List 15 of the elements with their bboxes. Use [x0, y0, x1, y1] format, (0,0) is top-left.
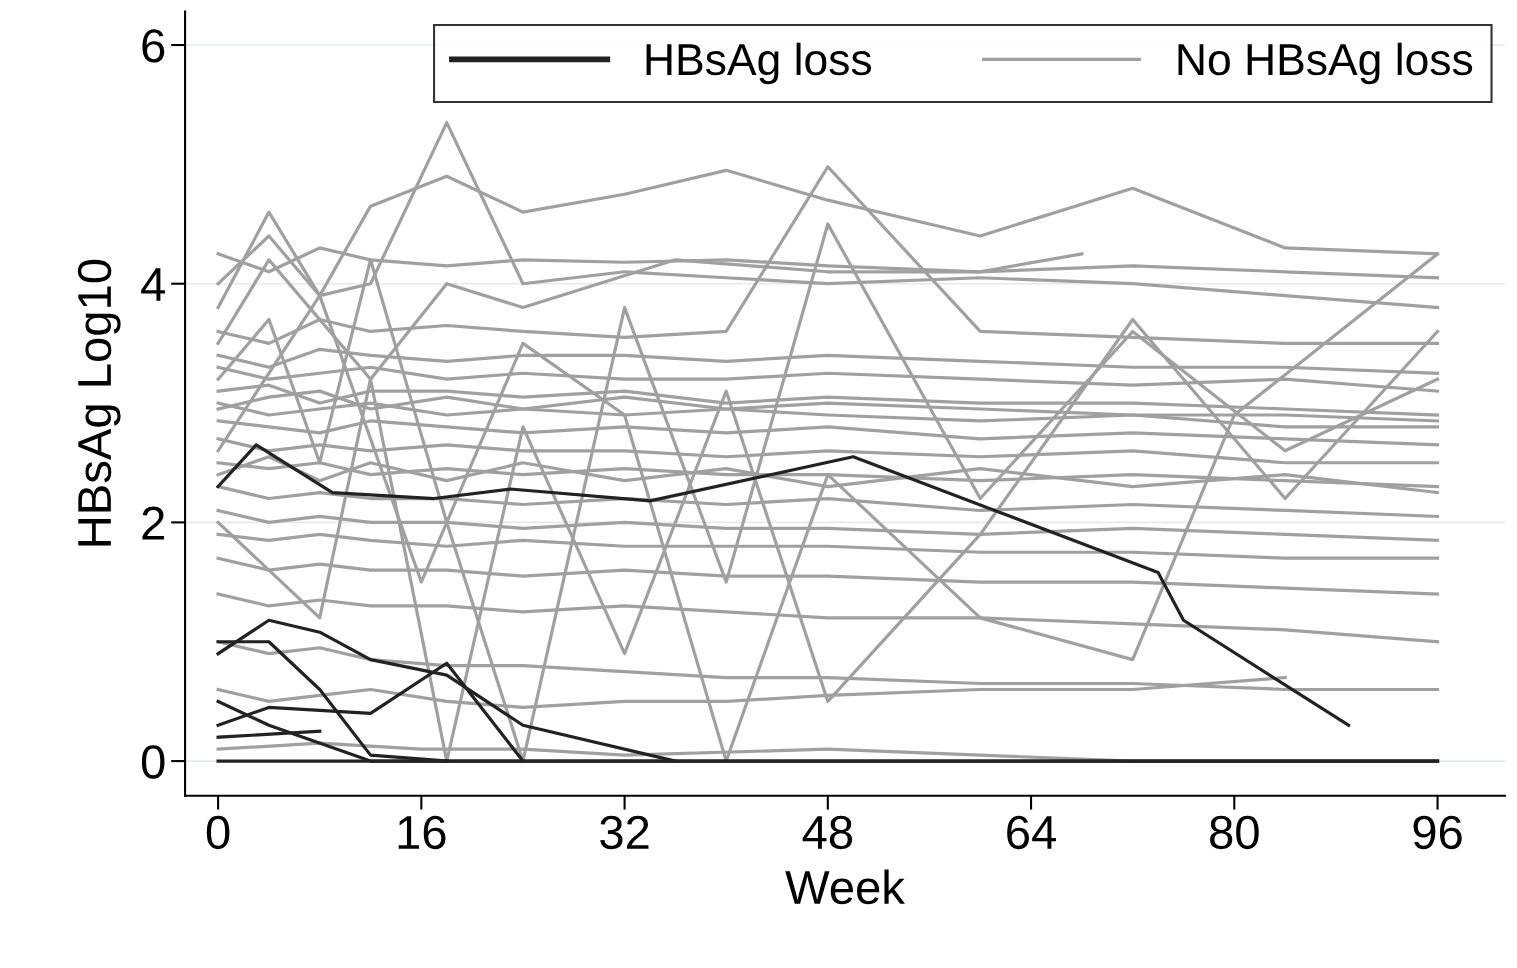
- y-tick-label: 0: [141, 745, 165, 779]
- legend-label: HBsAg loss: [646, 42, 872, 85]
- x-tick-label: 80: [1210, 815, 1259, 850]
- y-tick-label: 6: [142, 29, 165, 63]
- x-tick-label: 96: [1413, 815, 1462, 850]
- y-tick-label: 4: [141, 268, 165, 301]
- x-tick-label: 48: [802, 815, 853, 850]
- y-axis-title: HBsAg Log10: [77, 259, 121, 546]
- x-axis-title: Week: [785, 869, 905, 905]
- x-tick-label: 16: [398, 815, 446, 850]
- x-tick-label: 0: [206, 815, 230, 850]
- x-tick-label: 32: [600, 815, 649, 850]
- legend-label: No HBsAg loss: [1178, 42, 1473, 85]
- x-tick-label: 64: [1007, 815, 1056, 850]
- y-tick-label: 2: [142, 506, 164, 540]
